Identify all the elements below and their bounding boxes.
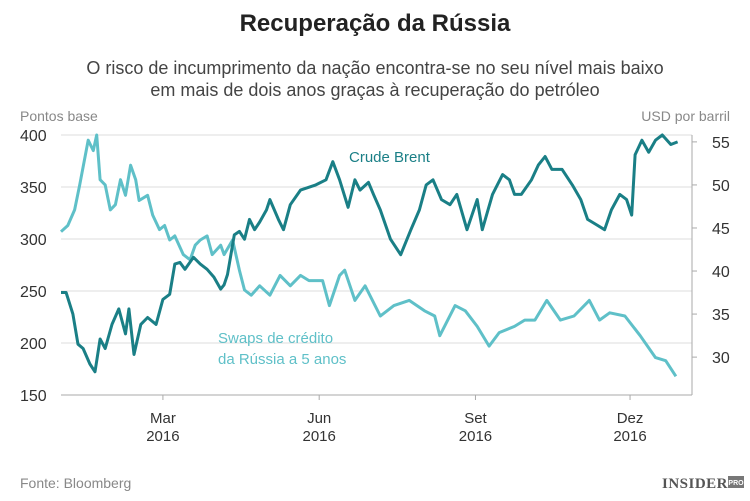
right-tick-label: 30 — [712, 350, 730, 367]
series-label: Swaps de crédito — [218, 330, 333, 347]
right-tick-label: 40 — [712, 264, 730, 281]
right-axis-label: USD por barril — [641, 108, 730, 124]
left-tick-label: 350 — [20, 180, 47, 197]
left-tick-label: 200 — [20, 336, 47, 353]
right-tick-label: 55 — [712, 135, 730, 152]
series-line-cds — [59, 133, 678, 378]
x-tick-label: 2016 — [459, 428, 492, 445]
right-tick-label: 45 — [712, 221, 730, 238]
x-tick-label: 2016 — [613, 428, 646, 445]
subtitle-line-1: O risco de incumprimento da nação encont… — [86, 58, 663, 78]
series-label: Crude Brent — [349, 149, 431, 166]
subtitle-line-2: em mais de dois anos graças à recuperaçã… — [150, 80, 599, 100]
series-label: da Rússia a 5 anos — [218, 351, 346, 368]
left-tick-label: 400 — [20, 128, 47, 145]
x-tick-label: Dez — [617, 410, 644, 427]
x-tick-label: 2016 — [303, 428, 336, 445]
chart-title: Recuperação da Rússia — [240, 10, 511, 37]
x-tick-label: Jun — [307, 410, 331, 427]
x-tick-label: Set — [464, 410, 487, 427]
left-tick-label: 150 — [20, 388, 47, 405]
source-note: Fonte: Bloomberg — [20, 475, 131, 491]
left-axis-label: Pontos base — [20, 108, 98, 124]
left-tick-label: 250 — [20, 284, 47, 301]
right-tick-label: 50 — [712, 178, 730, 195]
left-tick-label: 300 — [20, 232, 47, 249]
x-tick-label: 2016 — [146, 428, 179, 445]
right-tick-label: 35 — [712, 307, 730, 324]
series-line-brent — [61, 133, 679, 374]
svg-text:PRO: PRO — [728, 480, 744, 487]
insider-pro-logo: INSIDER PRO — [662, 476, 744, 492]
x-tick-label: Mar — [150, 410, 176, 427]
svg-text:INSIDER: INSIDER — [662, 476, 728, 492]
